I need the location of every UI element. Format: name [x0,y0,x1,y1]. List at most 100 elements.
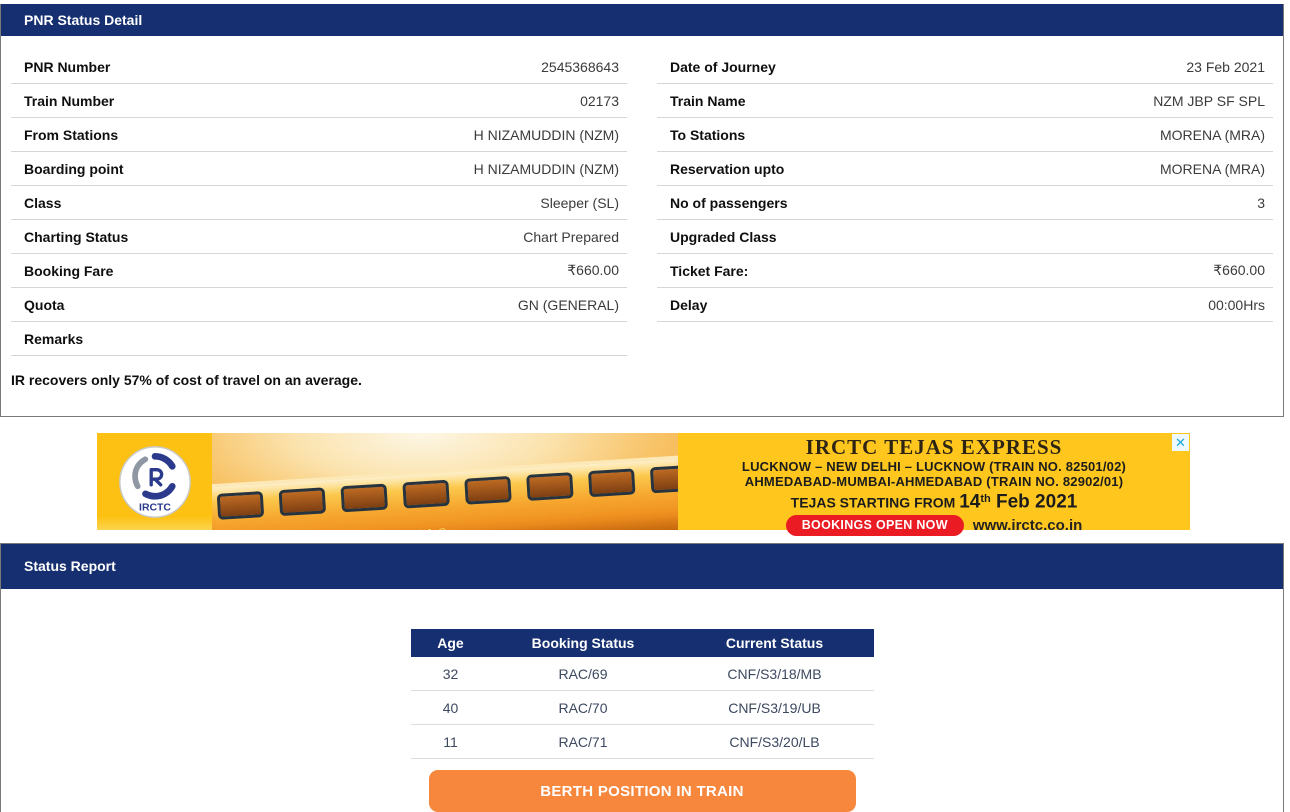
irctc-tejas-ad-banner[interactable]: IRCTC TEJAS IRCTC TEJAS EXPRESS LUCKNOW … [97,433,1190,536]
tejas-train-photo: TEJAS [212,433,678,530]
field-value: 23 Feb 2021 [1186,58,1265,75]
pnr-row-charting-status: Charting Status Chart Prepared [11,220,627,254]
pnr-panel-header: PNR Status Detail [1,4,1283,36]
field-value: Sleeper (SL) [540,194,619,211]
ad-route-line-1: LUCKNOW – NEW DELHI – LUCKNOW (TRAIN NO.… [741,459,1127,474]
cell-booking-status: RAC/69 [558,665,608,682]
train-windows [212,458,678,521]
header-current-status: Current Status [725,635,824,651]
train-window [526,472,574,501]
field-label: Upgraded Class [670,228,777,245]
ad-cta-row: BOOKINGS OPEN NOW www.irctc.co.in [678,514,1190,536]
field-label: Quota [24,296,65,313]
train-window [216,491,265,520]
cell-age: 40 [442,699,459,716]
field-label: Reservation upto [670,160,785,177]
pnr-right-column: Date of Journey 23 Feb 2021 Train Name N… [657,50,1273,356]
pnr-row-class: Class Sleeper (SL) [11,186,627,220]
berth-position-button[interactable]: BERTH POSITION IN TRAIN [428,770,856,812]
field-value: MORENA (MRA) [1160,160,1265,177]
ad-start-date-ordinal: th [980,493,991,505]
table-row: 32 RAC/69 CNF/S3/18/MB [410,657,874,691]
field-label: To Stations [670,126,746,143]
field-value: 00:00Hrs [1208,296,1265,313]
train-illustration: TEJAS [212,455,678,530]
passenger-status-table: Age Booking Status Current Status 32 RAC… [410,629,874,759]
cell-current-status: CNF/S3/18/MB [727,665,822,682]
ad-start-date-rest: Feb 2021 [990,491,1078,513]
train-window [402,479,450,509]
field-value: 02173 [580,92,619,109]
field-value: GN (GENERAL) [517,296,619,313]
field-label: Remarks [24,330,84,347]
train-window [464,475,512,505]
cell-current-status: CNF/S3/19/UB [728,699,821,716]
field-label: PNR Number [24,58,111,75]
cell-booking-status: RAC/70 [558,699,608,716]
field-value: MORENA (MRA) [1160,126,1265,143]
pnr-row-reservation-upto: Reservation upto MORENA (MRA) [657,152,1273,186]
irctc-url-link[interactable]: www.irctc.co.in [972,516,1083,534]
ir-recovery-note: IR recovers only 57% of cost of travel o… [11,372,362,388]
irctc-logo-icon: IRCTC [118,445,191,518]
field-value: 2545368643 [541,58,619,75]
irctc-logo: IRCTC [97,433,212,530]
ad-start-date-day: 14 [959,491,981,513]
pnr-row-pnr-number: PNR Number 2545368643 [11,50,627,84]
cell-current-status: CNF/S3/20/LB [729,733,820,750]
field-label: Train Name [670,92,746,109]
field-label: Charting Status [24,228,129,245]
table-header-row: Age Booking Status Current Status [410,629,874,657]
header-age: Age [437,635,464,651]
field-value: H NIZAMUDDIN (NZM) [473,126,619,143]
field-value: ₹660.00 [567,262,619,278]
field-value: Chart Prepared [523,228,619,245]
field-value: 3 [1257,194,1265,211]
train-window [340,483,388,513]
pnr-row-remarks: Remarks [11,322,627,356]
cell-age: 11 [443,733,458,750]
pnr-row-no-of-passengers: No of passengers 3 [657,186,1273,220]
status-report-panel: Status Report Age Booking Status Current… [0,543,1284,812]
field-value: NZM JBP SF SPL [1153,92,1265,109]
pnr-row-train-name: Train Name NZM JBP SF SPL [657,84,1273,118]
pnr-row-train-number: Train Number 02173 [11,84,627,118]
cell-booking-status: RAC/71 [558,733,608,750]
bookings-open-button[interactable]: BOOKINGS OPEN NOW [785,514,964,536]
pnr-row-booking-fare: Booking Fare ₹660.00 [11,254,627,288]
field-label: No of passengers [670,194,788,211]
field-value: H NIZAMUDDIN (NZM) [473,160,619,177]
field-label: Train Number [24,92,115,109]
train-body-branding: TEJAS [387,526,450,530]
ad-headline: IRCTC TEJAS EXPRESS [805,435,1063,459]
pnr-row-date-of-journey: Date of Journey 23 Feb 2021 [657,50,1273,84]
train-window [588,468,636,498]
field-label: Date of Journey [670,58,776,75]
pnr-row-quota: Quota GN (GENERAL) [11,288,627,322]
pnr-row-upgraded-class: Upgraded Class [657,220,1273,254]
status-panel-title: Status Report [24,558,116,574]
pnr-panel-title: PNR Status Detail [24,12,143,28]
ad-text-block[interactable]: IRCTC TEJAS EXPRESS LUCKNOW – NEW DELHI … [678,433,1190,536]
pnr-detail-columns: PNR Number 2545368643 Train Number 02173… [1,36,1283,356]
irctc-logo-text: IRCTC [139,502,171,513]
field-label: Booking Fare [24,262,114,279]
table-row: 40 RAC/70 CNF/S3/19/UB [410,691,874,725]
pnr-row-delay: Delay 00:00Hrs [657,288,1273,322]
header-booking-status: Booking Status [531,635,635,651]
pnr-left-column: PNR Number 2545368643 Train Number 02173… [11,50,627,356]
ad-route-line-2: AHMEDABAD-MUMBAI-AHMEDABAD (TRAIN NO. 82… [744,474,1124,489]
pnr-row-ticket-fare: Ticket Fare: ₹660.00 [657,254,1273,288]
field-label: From Stations [24,126,119,143]
table-row: 11 RAC/71 CNF/S3/20/LB [410,725,874,759]
cell-age: 32 [442,665,459,682]
ad-close-icon[interactable]: ✕ [1172,434,1189,451]
pnr-row-to-stations: To Stations MORENA (MRA) [657,118,1273,152]
train-window [649,464,678,494]
field-label: Boarding point [24,160,124,177]
field-label: Delay [670,296,708,313]
ad-start-date-prefix: TEJAS STARTING FROM [790,494,960,511]
train-window [278,487,327,517]
pnr-status-panel: PNR Status Detail PNR Number 2545368643 … [0,4,1284,417]
field-value: ₹660.00 [1213,262,1265,278]
